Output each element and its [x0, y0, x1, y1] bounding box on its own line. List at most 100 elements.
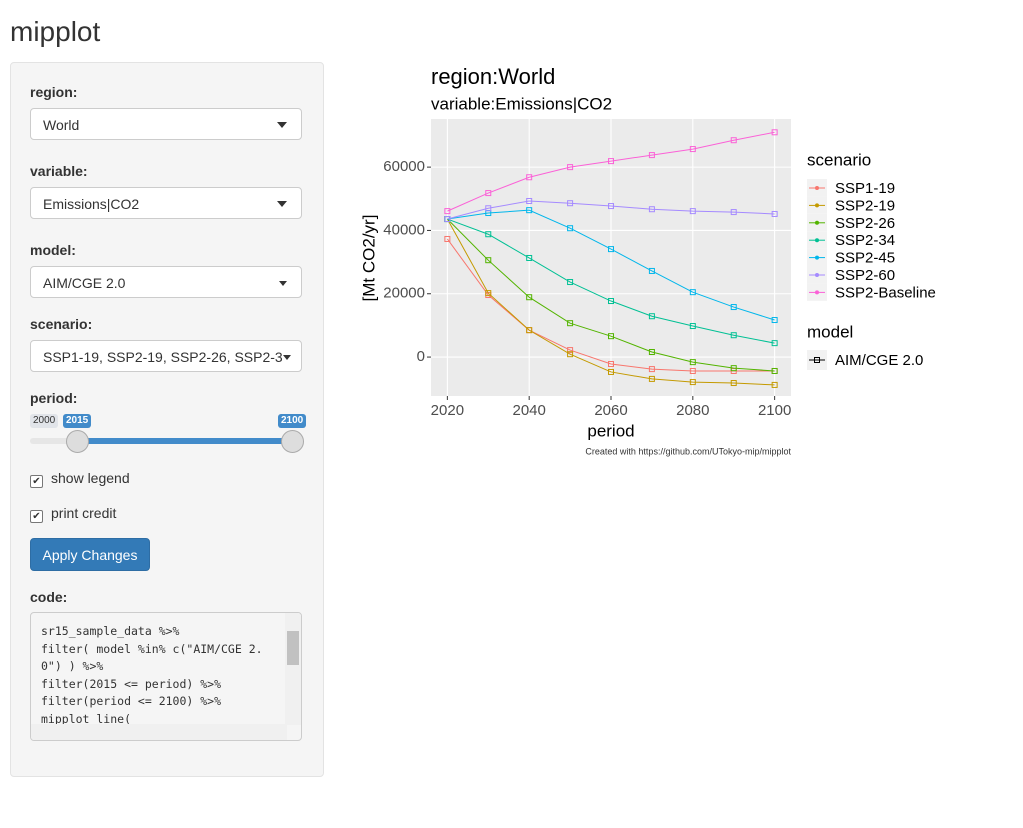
code-line: filter(period <= 2100) %>%: [41, 694, 222, 708]
point: [771, 367, 778, 374]
x-tick-label: 2100: [758, 402, 791, 419]
variable-label: variable:: [30, 163, 88, 179]
point: [567, 225, 574, 232]
point: [608, 246, 614, 253]
scenario-select[interactable]: SSP1-19, SSP2-19, SSP2-26, SSP2-3: [30, 340, 302, 372]
period-label: period:: [30, 390, 78, 406]
legend-marker: [815, 273, 819, 277]
legend-title: scenario: [807, 150, 871, 169]
legend-label[interactable]: SSP2-Baseline: [835, 284, 936, 301]
code-line: filter( model %in% c("AIM/CGE 2.: [41, 641, 263, 656]
legend-label[interactable]: SSP2-26: [835, 215, 895, 232]
variable-value: Emissions|CO2: [43, 196, 140, 212]
print-credit-label: print credit: [51, 505, 117, 521]
point: [730, 209, 737, 216]
app-title: mipplot: [10, 16, 101, 47]
scenario-label: scenario:: [30, 316, 93, 332]
point: [567, 320, 574, 327]
point: [567, 200, 574, 207]
chart-title: region:World: [431, 64, 555, 89]
point: [567, 351, 574, 358]
point: [689, 359, 696, 366]
x-tick-label: 2060: [594, 402, 627, 419]
legend-marker: [815, 255, 819, 260]
series-line: [447, 200, 775, 220]
legend-label[interactable]: SSP2-45: [835, 250, 895, 267]
print-credit-checkbox[interactable]: ✔ print credit: [30, 505, 116, 523]
slider-min: 2000: [30, 414, 59, 428]
show-legend-label: show legend: [51, 470, 130, 486]
region-select[interactable]: World: [30, 108, 302, 140]
series-line: [447, 209, 775, 321]
point: [771, 381, 778, 388]
series-line: [447, 131, 775, 212]
point: [648, 206, 655, 213]
point: [689, 323, 696, 330]
point: [608, 368, 614, 375]
series-line: [447, 218, 775, 344]
x-axis-title: period: [587, 421, 634, 440]
point: [648, 313, 655, 320]
code-line: filter(2015 <= period) %>%: [41, 676, 222, 691]
show-legend-checkbox[interactable]: ✔ show legend: [30, 470, 130, 488]
legend-marker: [814, 357, 820, 363]
point: [689, 289, 696, 296]
point: [444, 208, 451, 215]
legend-marker: [815, 238, 819, 243]
legend-label[interactable]: SSP2-60: [835, 267, 895, 284]
slider-handle[interactable]: [66, 430, 89, 453]
code-label: code:: [30, 589, 68, 605]
point: [648, 267, 655, 274]
point: [730, 332, 737, 339]
slider-bar: [77, 438, 292, 444]
point: [485, 257, 492, 264]
chart-subtitle: variable:Emissions|CO2: [431, 94, 612, 113]
code-box[interactable]: sr15_sample_data %>% filter( model %in% c…: [30, 612, 302, 741]
point: [608, 158, 614, 165]
point: [567, 164, 574, 171]
chart: region:World variable:Emissions|CO2 [Mt …: [359, 64, 936, 457]
region-label: region:: [30, 84, 78, 100]
point: [771, 340, 778, 347]
point: [648, 366, 655, 373]
code-line: mipplot_line(: [41, 711, 132, 726]
x-tick-label: 2020: [431, 402, 464, 419]
model-legend-label[interactable]: AIM/CGE 2.0: [835, 352, 923, 369]
point: [526, 327, 533, 334]
code-line: sr15_sample_data %>%: [41, 624, 180, 638]
model-legend-title: model: [807, 322, 853, 341]
point: [689, 379, 696, 386]
point: [648, 375, 655, 382]
point: [567, 279, 574, 286]
x-tick-label: 2080: [676, 402, 709, 419]
y-tick-label: 60000: [383, 158, 425, 175]
variable-select[interactable]: Emissions|CO2: [30, 187, 302, 219]
legend-label[interactable]: SSP1-19: [835, 180, 895, 197]
region-value: World: [43, 117, 80, 133]
y-tick-label: 0: [417, 348, 425, 365]
point: [608, 298, 614, 305]
legend-label[interactable]: SSP2-34: [835, 232, 895, 249]
model-label: model:: [30, 242, 76, 258]
period-slider[interactable]: 2000 2015 2100: [30, 412, 307, 456]
model-select[interactable]: AIM/CGE 2.0: [30, 266, 302, 298]
point: [608, 361, 614, 368]
slider-handle[interactable]: [281, 430, 304, 453]
legend-marker: [815, 203, 819, 208]
point: [730, 380, 737, 387]
point: [689, 208, 696, 215]
point: [730, 365, 737, 372]
legend-marker: [815, 290, 819, 295]
code-line: 0") ) %>%: [41, 659, 104, 673]
slider-to-label: 2100: [278, 414, 307, 428]
point: [648, 152, 655, 159]
point: [444, 235, 451, 242]
legend-label[interactable]: SSP2-19: [835, 197, 895, 214]
point: [648, 348, 655, 355]
point: [485, 190, 492, 197]
point: [608, 333, 614, 340]
y-axis-title: [Mt CO2/yr]: [359, 215, 378, 302]
point: [526, 174, 533, 181]
point: [485, 231, 492, 238]
apply-button[interactable]: Apply Changes: [30, 538, 150, 571]
